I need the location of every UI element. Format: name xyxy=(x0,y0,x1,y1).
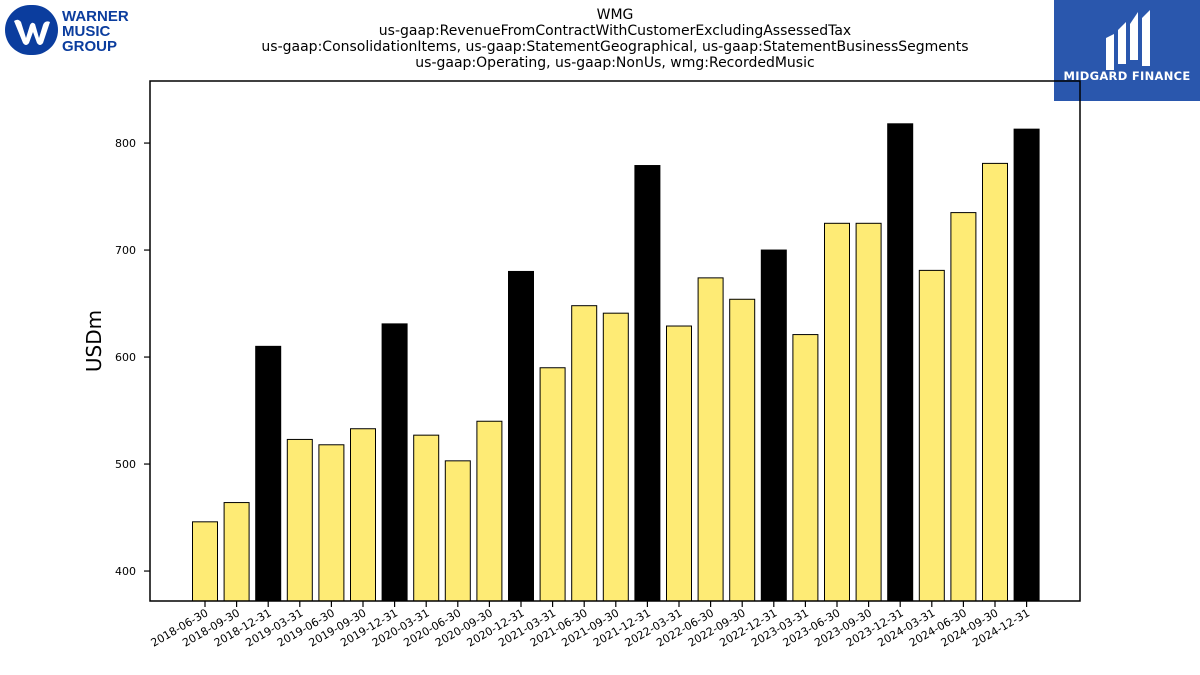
bar xyxy=(666,325,692,602)
logo-text-line-1: WARNER xyxy=(62,8,129,25)
bar xyxy=(982,162,1008,602)
chart-subtitle-line-2: us-gaap:ConsolidationItems, us-gaap:Stat… xyxy=(261,39,969,55)
y-tick-label: 500 xyxy=(115,458,136,471)
bar xyxy=(602,312,629,602)
midgard-finance-logo: MIDGARD FINANCE xyxy=(1054,0,1200,101)
chart-title: WMG xyxy=(596,7,634,23)
logo-text-line-2: MUSIC xyxy=(62,23,111,40)
bar xyxy=(444,460,471,602)
bar xyxy=(792,334,819,602)
bar xyxy=(760,249,787,602)
bar xyxy=(476,420,503,602)
bar xyxy=(918,269,945,602)
bar xyxy=(539,367,566,602)
bar xyxy=(729,298,756,602)
bar xyxy=(255,345,282,602)
midgard-mark-icon xyxy=(1106,10,1150,70)
bar xyxy=(634,165,661,602)
bar xyxy=(350,428,376,602)
chart-subtitle-line-1: us-gaap:RevenueFromContractWithCustomerE… xyxy=(378,23,852,39)
bar xyxy=(192,521,218,602)
chart-subtitle-line-3: us-gaap:Operating, us-gaap:NonUs, wmg:Re… xyxy=(415,55,815,71)
y-tick-label: 800 xyxy=(115,137,136,150)
bar xyxy=(571,305,598,602)
y-tick-label: 400 xyxy=(115,565,136,578)
bar xyxy=(286,438,313,602)
bar xyxy=(508,270,534,602)
warner-music-group-logo: WARNER MUSIC GROUP xyxy=(5,5,129,55)
chart-title-block: WMG us-gaap:RevenueFromContractWithCusto… xyxy=(150,7,1080,71)
midgard-finance-wordmark: MIDGARD FINANCE xyxy=(1063,69,1191,83)
bar xyxy=(697,277,724,602)
bar xyxy=(824,222,850,602)
bar xyxy=(855,222,882,602)
bar xyxy=(381,323,408,602)
plot-frame xyxy=(149,80,1081,602)
bar xyxy=(223,502,250,602)
y-tick-label: 700 xyxy=(115,244,136,257)
y-tick-label: 600 xyxy=(115,351,136,364)
bar xyxy=(950,212,977,602)
bar xyxy=(887,123,914,602)
logo-text-line-3: GROUP xyxy=(62,38,117,55)
bar xyxy=(1013,128,1040,602)
bar xyxy=(318,444,345,602)
y-axis-label: USDm xyxy=(82,310,106,372)
bar xyxy=(413,434,440,602)
